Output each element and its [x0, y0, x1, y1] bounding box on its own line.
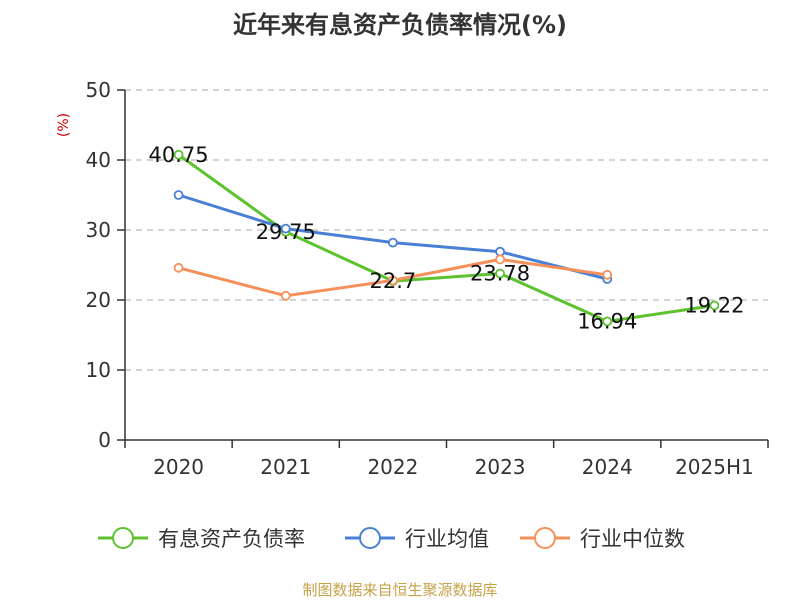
y-tick-label: 20: [86, 288, 111, 312]
legend[interactable]: 有息资产负债率 行业均值 行业中位数: [98, 527, 685, 551]
x-tick-label: 2022: [367, 455, 418, 479]
y-tick-label: 10: [86, 358, 111, 382]
axes: 0 10 20 30 40 50 2020 2021 2022 2023 2024 2025H1: [86, 78, 769, 479]
legend-item-3[interactable]: 行业中位数: [520, 527, 685, 551]
data-point[interactable]: [388, 275, 398, 286]
data-point[interactable]: [709, 300, 720, 311]
y-axis-label: (%): [56, 113, 72, 137]
data-point[interactable]: [495, 268, 505, 279]
chart-title: 近年来有息资产负债率情况(%): [233, 11, 567, 39]
x-tick-label: 2024: [582, 455, 633, 479]
x-tick-label: 2020: [153, 455, 204, 479]
data-point[interactable]: [173, 262, 184, 273]
data-point[interactable]: [602, 316, 613, 327]
grid-lines: [125, 89, 768, 371]
data-point[interactable]: [495, 254, 505, 265]
x-tick-label: 2021: [260, 455, 311, 479]
legend-marker: [534, 527, 556, 549]
data-label: 40.75: [149, 143, 209, 167]
legend-item-2[interactable]: 行业均值: [345, 527, 489, 551]
y-tick-label: 50: [86, 78, 111, 102]
data-label: 22.7: [370, 269, 417, 293]
data-label: 23.78: [470, 262, 530, 286]
series-group: [173, 149, 720, 327]
data-point[interactable]: [173, 190, 184, 200]
legend-marker: [359, 527, 381, 549]
x-tick-label: 2025H1: [675, 455, 754, 479]
legend-marker: [112, 527, 134, 549]
legend-label: 行业中位数: [580, 527, 685, 551]
y-tick-label: 40: [86, 148, 111, 172]
data-point[interactable]: [280, 290, 291, 301]
series-line-1: [177, 153, 715, 323]
data-point[interactable]: [173, 149, 184, 160]
data-label: 29.75: [256, 220, 316, 244]
source-note: 制图数据来自恒生聚源数据库: [302, 581, 497, 599]
x-tick-label: 2023: [475, 455, 526, 479]
data-label: 16.94: [577, 309, 637, 333]
y-tick-label: 0: [98, 428, 111, 452]
legend-item-1[interactable]: 有息资产负债率: [98, 527, 305, 551]
data-point[interactable]: [602, 269, 613, 280]
y-tick-label: 30: [86, 218, 111, 242]
legend-label: 行业均值: [405, 527, 489, 551]
data-point[interactable]: [280, 223, 291, 234]
data-labels: 40.75 29.75 22.7 23.78 16.94 19.22: [149, 143, 745, 334]
data-label: 19.22: [684, 293, 744, 317]
data-point[interactable]: [388, 237, 398, 248]
legend-label: 有息资产负债率: [158, 527, 305, 551]
